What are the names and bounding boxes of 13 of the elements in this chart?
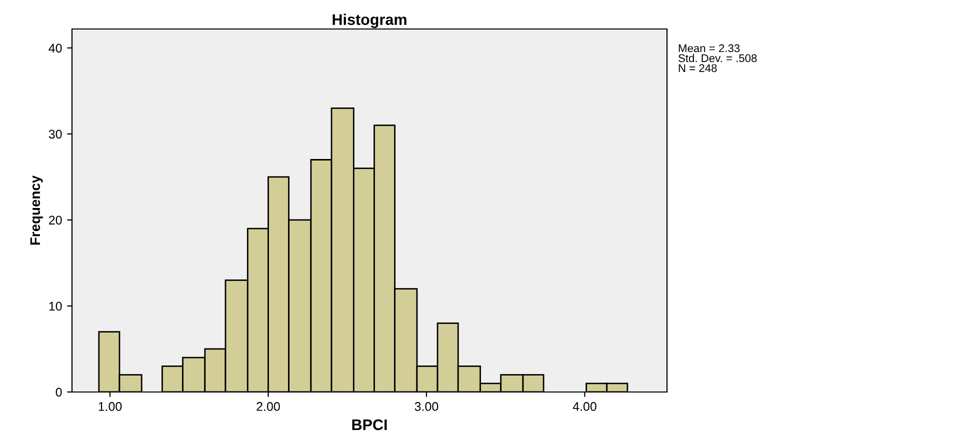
- y-tick-label: 10: [49, 302, 62, 311]
- x-tick-label: 2.00: [256, 402, 280, 411]
- x-tick-label: 4.00: [572, 402, 596, 411]
- y-tick-label: 20: [49, 216, 62, 225]
- x-tick-label: 3.00: [414, 402, 438, 411]
- x-tick-label: 1.00: [98, 402, 122, 411]
- y-tick-label: 0: [56, 388, 62, 397]
- x-axis-title: BPCI: [352, 419, 387, 430]
- y-tick-label: 40: [48, 44, 62, 53]
- text: Mean = 2.33 Std. Dev. = .508 N = 248: [678, 44, 757, 72]
- y-axis-title: Frequency: [30, 175, 43, 245]
- y-tick-label: 30: [48, 130, 62, 139]
- chart-title: Histogram: [332, 14, 406, 28]
